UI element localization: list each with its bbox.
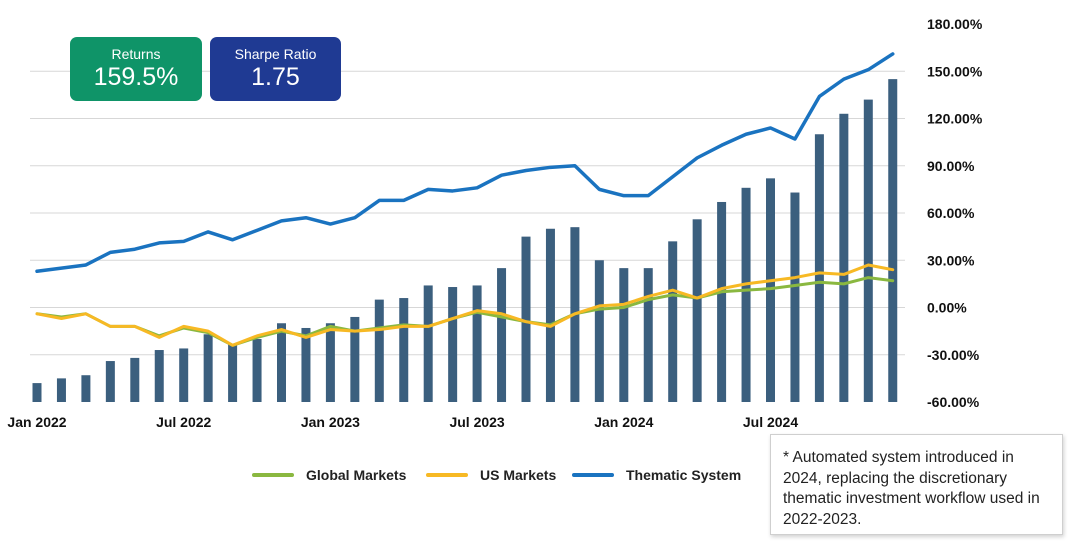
bar [619,268,629,402]
footnote-box: * Automated system introduced in 2024, r… [770,434,1063,535]
bar [81,375,91,402]
x-tick-label: Jan 2023 [301,414,360,430]
series-line-us-markets [35,263,895,347]
y-tick-label: -30.00% [927,347,980,363]
bar [472,285,482,402]
x-tick-label: Jul 2022 [156,414,211,430]
x-axis: Jan 2022 Jul 2022 Jan 2023 Jul 2023 Jan 2024… [7,414,798,430]
bar [374,299,384,402]
bar [643,268,653,402]
bar [692,219,702,402]
bar [717,201,727,402]
bar [766,178,775,402]
bar [130,357,140,402]
y-axis: 180.00% 150.00% 120.00% 90.00% 60.00% 30.00% 0… [927,16,983,410]
sharpe-value: 1.75 [251,63,300,91]
bar [863,99,873,402]
bar [594,260,604,402]
bar [325,323,335,402]
legend-us-markets: US Markets [426,467,556,483]
bar [545,228,555,402]
legend-label-global: Global Markets [306,467,407,483]
bar [252,339,262,402]
returns-value: 159.5% [93,63,179,91]
legend-label-thematic: Thematic System [626,467,742,483]
series-line-thematic-system [35,52,895,274]
sharpe-card: Sharpe Ratio 1.75 [210,37,341,101]
y-tick-label: 0.00% [927,300,967,316]
x-tick-label: Jan 2022 [7,414,66,430]
x-tick-label: Jul 2024 [743,414,798,430]
bar [399,298,409,402]
bar [301,327,311,402]
y-tick-label: 150.00% [927,63,983,79]
bar-series [32,79,898,403]
bar [839,113,849,403]
y-tick-label: 120.00% [927,111,983,127]
bar [741,187,751,402]
bar [497,268,507,402]
bar [814,134,824,402]
bar [56,378,66,402]
legend-swatch-global [252,473,294,477]
y-tick-label: 60.00% [927,205,975,221]
bar [203,334,213,402]
legend-thematic-system: Thematic System [572,467,741,483]
bar [521,236,531,402]
bar [179,348,189,402]
legend-swatch-thematic [572,473,614,477]
legend-label-us: US Markets [480,467,557,483]
bar [888,79,898,402]
sharpe-label: Sharpe Ratio [234,46,317,62]
bar [154,350,164,402]
y-tick-label: 90.00% [927,158,975,174]
x-tick-label: Jul 2023 [449,414,504,430]
legend-swatch-us [426,473,468,477]
bar [790,192,800,402]
bar [423,285,433,402]
line-series [35,52,895,347]
bar [277,323,286,402]
bar [32,383,42,402]
bar [228,343,238,402]
bar [448,287,458,402]
bar [350,316,360,402]
returns-card: Returns 159.5% [70,37,202,101]
y-tick-label: -60.00% [927,394,980,410]
legend-global-markets: Global Markets [252,467,406,483]
bar [105,361,115,402]
returns-label: Returns [111,46,161,62]
x-tick-label: Jan 2024 [594,414,653,430]
bar [668,241,678,402]
y-tick-label: 30.00% [927,252,975,268]
y-tick-label: 180.00% [927,16,983,32]
gridlines [30,70,905,356]
